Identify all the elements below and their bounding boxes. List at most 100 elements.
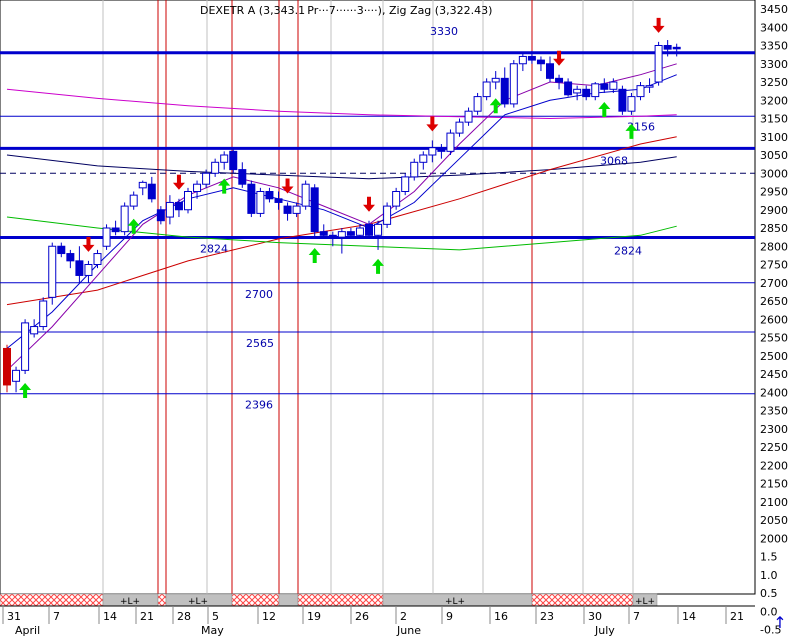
candle-body bbox=[346, 231, 355, 236]
strip-label: +L+ bbox=[120, 597, 140, 607]
x-day-label: 14 bbox=[103, 610, 117, 623]
candle-body bbox=[410, 161, 419, 178]
strip-label: +L+ bbox=[188, 597, 208, 607]
strip-segment bbox=[157, 593, 167, 607]
x-day-label: 26 bbox=[355, 610, 369, 623]
x-day-label: 7 bbox=[633, 610, 640, 623]
candle-body bbox=[627, 96, 636, 112]
scroll-up-button[interactable]: ↑ bbox=[773, 613, 787, 632]
y-tick-label: 3050 bbox=[760, 149, 788, 162]
y-tick-label: 2450 bbox=[760, 368, 788, 381]
candle-body bbox=[446, 132, 455, 152]
sell-arrow-marker bbox=[172, 174, 185, 190]
x-day-label: 9 bbox=[446, 610, 453, 623]
candle-body bbox=[229, 150, 238, 171]
x-day-label: 5 bbox=[212, 610, 219, 623]
x-day-label: 31 bbox=[7, 610, 21, 623]
candle-body bbox=[546, 63, 554, 79]
y-tick-label: 2600 bbox=[760, 313, 788, 326]
candle-body bbox=[102, 227, 111, 247]
strip-segment bbox=[0, 593, 104, 607]
candle-body bbox=[319, 231, 328, 236]
candle-body bbox=[238, 169, 247, 185]
x-month-label: May bbox=[201, 624, 224, 636]
candle-body bbox=[147, 183, 156, 200]
candle-body bbox=[365, 223, 373, 236]
y-tick-label: 1.0 bbox=[760, 569, 778, 582]
strip-segment bbox=[297, 593, 384, 607]
y-tick-label: 3200 bbox=[760, 94, 788, 107]
y-tick-label: 2100 bbox=[760, 496, 788, 509]
sell-arrow-marker bbox=[363, 196, 375, 212]
y-tick-label: 3250 bbox=[760, 76, 788, 89]
candle-body bbox=[129, 194, 138, 207]
y-tick-label: 3300 bbox=[760, 58, 788, 71]
candle-body bbox=[654, 45, 663, 83]
vertical-gridlines bbox=[102, 0, 634, 594]
y-tick-label: 3350 bbox=[760, 40, 788, 53]
moving-average-line bbox=[6, 154, 677, 180]
x-axis: 31 7 14 21 28 5 12 19 26 2 9 16 23 30 7 14 21 April May Jun… bbox=[0, 605, 755, 637]
candle-body bbox=[328, 234, 337, 238]
bottom-strip: +L+ +L+ +L+ +L+ bbox=[0, 593, 658, 607]
candle-body bbox=[93, 253, 102, 266]
candle-body bbox=[21, 322, 30, 371]
candle-body bbox=[310, 187, 319, 233]
strip-label: +L+ bbox=[445, 597, 465, 607]
buy-arrow-marker bbox=[308, 247, 321, 263]
candle-body bbox=[564, 81, 573, 96]
y-tick-label: 2400 bbox=[760, 386, 788, 399]
candle-body bbox=[383, 205, 392, 225]
candle-body bbox=[419, 154, 428, 163]
candle-body bbox=[57, 245, 66, 255]
candle-body bbox=[174, 201, 183, 211]
y-tick-label: 2250 bbox=[760, 441, 788, 454]
candle-body bbox=[138, 181, 147, 189]
level-label: 3330 bbox=[430, 25, 458, 38]
candle-body bbox=[509, 63, 518, 105]
candle-body bbox=[283, 205, 292, 214]
buy-arrow-marker bbox=[489, 98, 502, 114]
candle-body bbox=[573, 88, 582, 94]
candle-body bbox=[518, 55, 527, 65]
candle-body bbox=[220, 154, 229, 163]
strip-label: +L+ bbox=[635, 597, 655, 607]
y-tick-label: 2350 bbox=[760, 405, 788, 418]
candles bbox=[3, 40, 681, 393]
level-label: 2824 bbox=[614, 244, 642, 257]
y-tick-label: 2750 bbox=[760, 259, 788, 272]
buy-arrow-marker bbox=[372, 258, 385, 274]
level-label: 2824 bbox=[200, 242, 228, 255]
candle-body bbox=[392, 191, 401, 207]
level-label: 2565 bbox=[246, 337, 274, 350]
sell-arrow-marker bbox=[652, 17, 665, 33]
y-tick-label: 3450 bbox=[760, 3, 788, 16]
candle-body bbox=[555, 77, 564, 83]
candle-body bbox=[165, 201, 174, 218]
candle-body bbox=[527, 55, 536, 61]
moving-average-line bbox=[6, 88, 677, 120]
x-day-label: 28 bbox=[177, 610, 191, 623]
x-month-label: June bbox=[396, 624, 421, 636]
buy-arrow-marker bbox=[19, 383, 32, 398]
candle-body bbox=[184, 191, 192, 211]
y-tick-label: 2950 bbox=[760, 186, 788, 199]
candle-body bbox=[582, 88, 591, 98]
candle-body bbox=[473, 96, 482, 112]
candle-body bbox=[274, 198, 283, 203]
candle-body bbox=[3, 347, 11, 386]
candle-body bbox=[30, 326, 39, 335]
x-day-label: 14 bbox=[682, 610, 696, 623]
x-month-label: April bbox=[15, 624, 40, 636]
y-tick-label: 3400 bbox=[760, 21, 788, 34]
buy-arrow-marker bbox=[625, 123, 638, 139]
y-tick-label: 2550 bbox=[760, 332, 788, 345]
candle-body bbox=[247, 183, 256, 214]
candle-body bbox=[256, 191, 265, 214]
y-tick-label: 0.5 bbox=[760, 587, 778, 600]
strip-segment bbox=[531, 593, 634, 607]
candle-body bbox=[600, 83, 609, 90]
buy-arrow-marker bbox=[218, 178, 231, 194]
candle-body bbox=[609, 81, 618, 90]
